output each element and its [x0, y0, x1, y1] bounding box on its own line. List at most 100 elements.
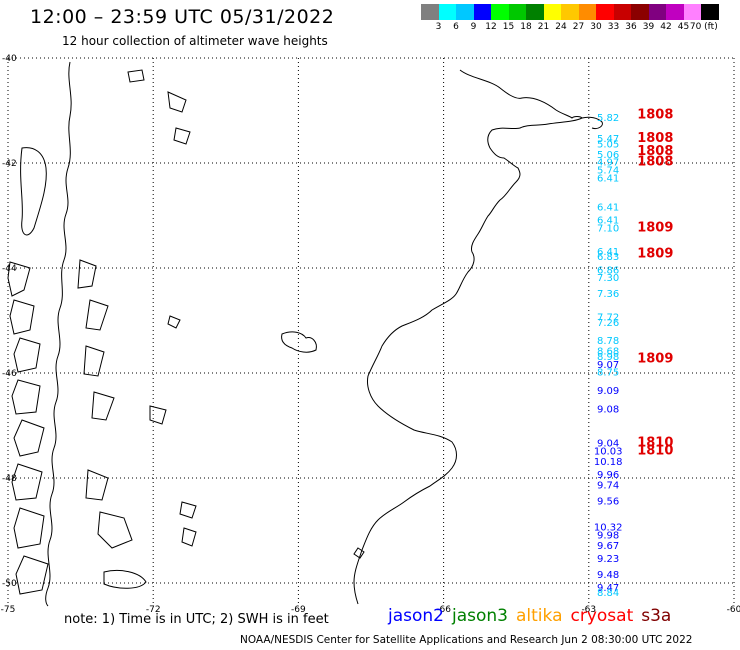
swh-value: 9.07	[597, 360, 619, 371]
wave-height-observations: 5.825.475.055.064.975.746.416.416.417.10…	[594, 113, 623, 599]
color-scale-label: 45	[677, 22, 690, 32]
pass-time-label: 1809	[637, 220, 673, 235]
color-scale-label: 42	[660, 22, 672, 32]
swh-value: 6.41	[597, 215, 619, 226]
swh-value: 5.06	[597, 150, 619, 161]
coastline-chile	[45, 61, 72, 607]
lon-tick-label: -63	[581, 605, 596, 615]
color-scale-label: 9	[470, 22, 477, 32]
swh-value: 10.18	[594, 457, 623, 468]
pass-time-label: 1810	[637, 436, 673, 451]
color-scale-swatch	[421, 4, 439, 20]
color-scale-swatch	[613, 4, 631, 20]
swh-value: 10.03	[594, 446, 623, 457]
swh-value: 7.72	[597, 313, 619, 324]
color-scale-label: 18	[520, 22, 532, 32]
swh-value: 9.09	[597, 386, 619, 397]
swh-value: 9.96	[597, 470, 619, 481]
color-scale-label: 21	[537, 22, 550, 32]
color-scale-swatch	[543, 4, 561, 20]
swh-value: 8.68	[597, 347, 619, 358]
swh-value: 8.98	[597, 352, 619, 363]
lat-tick-label: -50	[2, 579, 17, 589]
satellite-legend-cryosat: cryosat	[570, 606, 634, 626]
swh-value: 9.47	[597, 583, 619, 594]
color-scale-swatch	[666, 4, 684, 20]
pass-time-label: 1808	[637, 144, 673, 159]
page-title: 12:00 – 23:59 UTC 05/31/2022	[30, 6, 335, 28]
swh-value: 10.32	[594, 523, 623, 534]
swh-value: 4.97	[597, 158, 619, 169]
swh-value: 6.86	[597, 265, 619, 276]
axis-labels: -75 -72 -69 -66 -63 -60 -40 -42 -44 -46 -48 -50	[1, 54, 740, 615]
lat-tick-label: -42	[2, 159, 17, 169]
color-scale-label: 15	[502, 22, 515, 32]
lat-tick-label: -48	[2, 474, 17, 484]
swh-value: 9.67	[597, 541, 619, 552]
color-scale-swatch	[508, 4, 526, 20]
color-scale-label: 24	[555, 22, 567, 32]
lon-tick-label: -75	[1, 605, 16, 615]
swh-value: 6.83	[597, 252, 619, 263]
color-scale-bar	[421, 4, 719, 20]
lon-tick-label: -66	[436, 605, 451, 615]
swh-value: 9.98	[597, 530, 619, 541]
coastline-argentina	[353, 69, 583, 605]
footnote: note: 1) Time is in UTC; 2) SWH is in fe…	[64, 612, 329, 627]
color-scale-swatch	[526, 4, 544, 20]
lake-buenos-aires	[281, 331, 317, 353]
swh-value: 6.41	[597, 173, 619, 184]
satellite-legend: jason2 jason3 altika cryosat s3a	[388, 606, 679, 626]
color-scale-label: 70 (ft)	[689, 22, 718, 32]
color-scale-swatch	[578, 4, 596, 20]
pass-time-label: 1809	[637, 247, 673, 262]
swh-value: 7.26	[597, 318, 619, 329]
page-subtitle: 12 hour collection of altimeter wave hei…	[62, 34, 328, 48]
coastline	[7, 61, 603, 607]
chiloe-island	[20, 147, 47, 236]
swh-value: 6.41	[597, 247, 619, 258]
pass-time-label: 1810	[637, 443, 673, 458]
swh-value: 5.47	[597, 134, 619, 145]
color-scale-label: 12	[485, 22, 497, 32]
swh-value: 9.48	[597, 570, 619, 581]
swh-value: 8.84	[597, 588, 619, 599]
swh-value: 7.10	[597, 223, 619, 234]
color-scale-label: 33	[607, 22, 620, 32]
swh-value: 5.05	[597, 139, 619, 150]
pass-time-label: 1808	[637, 131, 673, 146]
swh-value: 8.75	[597, 368, 619, 379]
pass-time-label: 1808	[637, 155, 673, 170]
color-scale-label: 6	[453, 22, 459, 32]
pass-time-label: 1809	[637, 352, 673, 367]
lon-tick-label: -60	[727, 605, 740, 615]
swh-value: 9.23	[597, 554, 619, 565]
color-scale-swatch	[561, 4, 579, 20]
swh-value: 9.56	[597, 496, 619, 507]
color-scale-label: 39	[642, 22, 655, 32]
credit-footer: NOAA/NESDIS Center for Satellite Applica…	[240, 634, 693, 646]
lat-tick-label: -46	[2, 369, 17, 379]
color-scale-swatch	[683, 4, 701, 20]
color-scale-label: 30	[590, 22, 602, 32]
lat-tick-label: -40	[2, 54, 17, 64]
color-scale-swatch	[631, 4, 649, 20]
color-scale-swatch	[438, 4, 456, 20]
lon-tick-label: -69	[291, 605, 306, 615]
color-scale-label: 27	[572, 22, 585, 32]
color-scale-swatch	[491, 4, 509, 20]
color-scale-swatch	[473, 4, 491, 20]
satellite-legend-jason3: jason3	[452, 606, 508, 626]
swh-value: 6.41	[597, 202, 619, 213]
lon-tick-label: -72	[146, 605, 161, 615]
color-scale-swatch	[701, 4, 719, 20]
satellite-legend-s3a: s3a	[641, 606, 672, 626]
color-scale-swatch	[648, 4, 666, 20]
color-scale-swatch	[596, 4, 614, 20]
swh-value: 7.30	[597, 273, 619, 284]
swh-value: 9.04	[597, 439, 619, 450]
swh-value: 5.74	[597, 166, 619, 177]
swh-value: 9.74	[597, 481, 619, 492]
